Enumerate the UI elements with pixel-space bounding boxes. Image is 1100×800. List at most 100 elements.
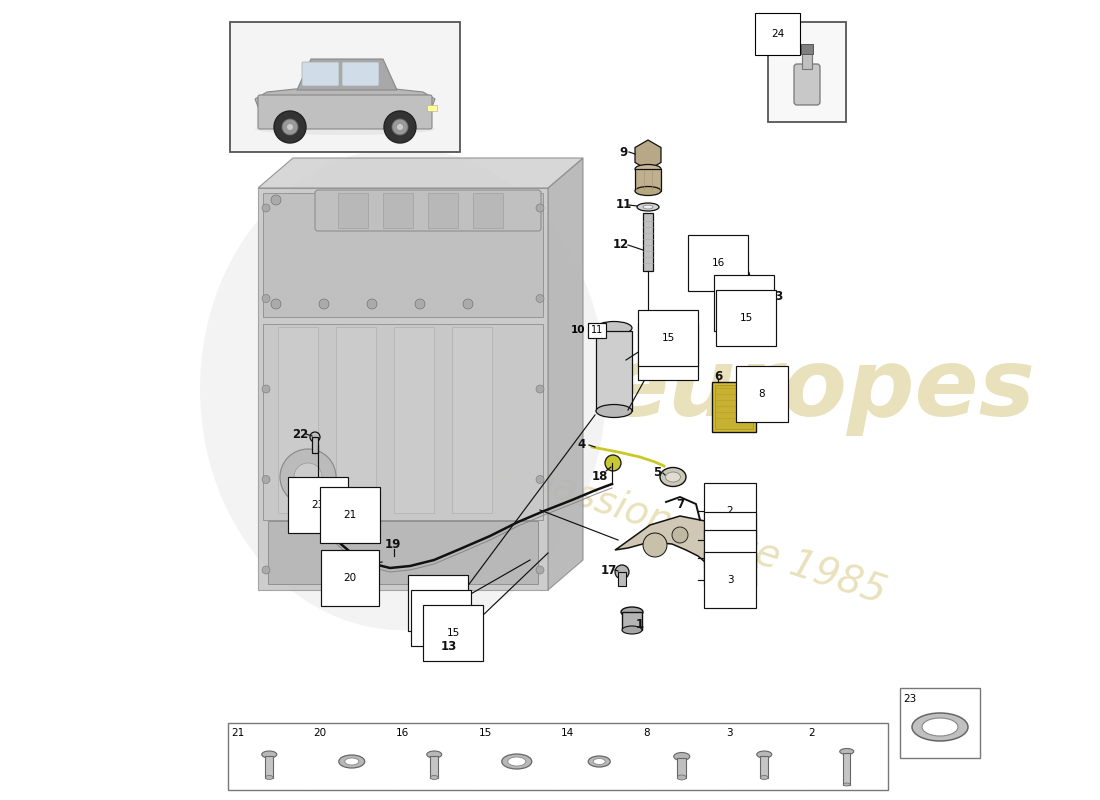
Ellipse shape [502,754,531,769]
Bar [338,193,368,228]
Text: 19: 19 [385,538,402,550]
Circle shape [536,385,544,393]
Text: 17: 17 [601,563,617,577]
Text: 11: 11 [591,325,603,335]
Ellipse shape [757,751,772,758]
Circle shape [536,566,544,574]
Circle shape [463,299,473,309]
Text: 13: 13 [441,639,458,653]
Bar [230,22,460,152]
Text: 20: 20 [359,557,375,570]
Bar [383,193,412,228]
Text: 16: 16 [431,598,444,608]
Bar [430,755,438,778]
Circle shape [319,195,329,205]
Ellipse shape [588,756,610,767]
Circle shape [274,111,306,143]
Ellipse shape [427,751,442,758]
Text: 3: 3 [727,575,734,585]
Ellipse shape [200,148,606,630]
Text: 13: 13 [768,290,784,303]
Text: 22: 22 [292,427,308,441]
Circle shape [367,299,377,309]
Bar [588,323,606,338]
Text: 16: 16 [712,258,725,268]
Bar [712,382,756,432]
Circle shape [271,299,281,309]
Text: 5: 5 [653,466,661,479]
Circle shape [367,195,377,205]
Bar [644,213,653,271]
Ellipse shape [922,718,958,736]
FancyBboxPatch shape [302,62,339,86]
Text: 8: 8 [644,728,650,738]
Text: 14: 14 [737,298,750,308]
Bar [428,193,458,228]
Ellipse shape [660,467,686,486]
Circle shape [536,204,544,212]
Text: 18: 18 [592,470,608,482]
Text: 16: 16 [396,728,409,738]
Text: europes: europes [605,344,1035,436]
Circle shape [262,566,270,574]
Circle shape [262,385,270,393]
Ellipse shape [644,205,653,209]
Ellipse shape [635,186,661,195]
Ellipse shape [678,775,686,780]
Circle shape [392,119,408,135]
Text: 15: 15 [478,728,492,738]
Circle shape [463,195,473,205]
Text: 14: 14 [661,347,674,357]
Circle shape [262,204,270,212]
Circle shape [271,195,281,205]
Bar [263,324,543,520]
Bar [715,385,754,429]
Bar [263,193,543,317]
Ellipse shape [430,775,438,779]
Ellipse shape [912,713,968,741]
Bar [900,688,980,758]
FancyBboxPatch shape [315,190,541,231]
Ellipse shape [621,607,643,617]
Text: 15: 15 [661,333,674,343]
Text: 12: 12 [613,238,629,251]
Ellipse shape [673,753,690,761]
Bar [278,327,318,513]
Polygon shape [255,89,434,112]
Bar [802,52,812,69]
Text: 3: 3 [726,728,733,738]
Bar [265,755,273,778]
Text: 21: 21 [231,728,244,738]
Text: 15: 15 [739,313,752,323]
Ellipse shape [265,775,273,779]
FancyBboxPatch shape [794,64,820,105]
Bar [768,22,846,122]
Text: 3: 3 [727,553,734,563]
Circle shape [280,449,336,505]
Ellipse shape [255,123,434,135]
Circle shape [415,299,425,309]
Circle shape [615,565,629,579]
Bar [394,327,435,513]
Bar [427,105,437,111]
Ellipse shape [262,751,277,758]
Ellipse shape [621,626,642,634]
Ellipse shape [339,755,365,768]
Text: 20: 20 [314,728,327,738]
Text: 23: 23 [311,500,324,510]
Text: 6: 6 [714,370,722,382]
Circle shape [262,294,270,302]
Bar [312,437,318,453]
Circle shape [310,432,320,442]
Bar [844,753,850,785]
Bar [258,188,548,590]
Text: 8: 8 [759,389,766,399]
Circle shape [282,119,298,135]
Polygon shape [297,59,397,90]
Bar [618,572,626,586]
Text: 24: 24 [771,29,784,39]
Circle shape [536,294,544,302]
Ellipse shape [839,749,854,754]
Text: 1: 1 [636,618,645,630]
Polygon shape [635,140,661,170]
